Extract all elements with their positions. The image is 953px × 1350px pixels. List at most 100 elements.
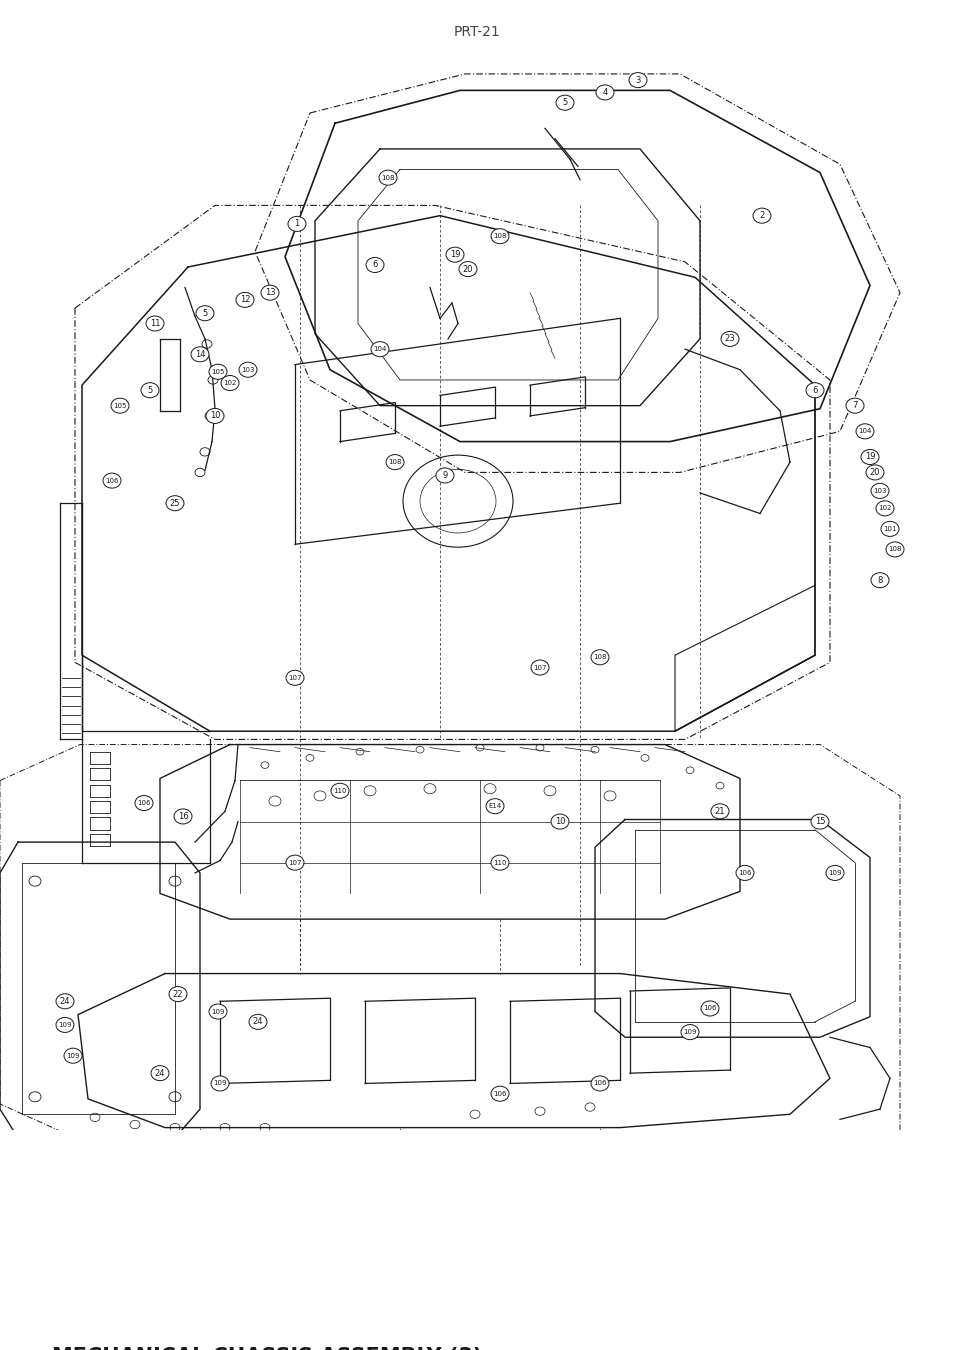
Circle shape bbox=[366, 258, 384, 273]
Text: 10: 10 bbox=[210, 412, 220, 420]
Circle shape bbox=[209, 364, 227, 379]
Circle shape bbox=[446, 247, 463, 262]
Circle shape bbox=[166, 495, 184, 510]
Circle shape bbox=[191, 347, 209, 362]
Circle shape bbox=[371, 342, 389, 356]
Text: 108: 108 bbox=[381, 174, 395, 181]
Text: 103: 103 bbox=[241, 367, 254, 373]
Circle shape bbox=[870, 483, 888, 498]
Circle shape bbox=[286, 670, 304, 686]
Text: 9: 9 bbox=[442, 471, 447, 481]
Circle shape bbox=[556, 95, 574, 111]
Text: 110: 110 bbox=[493, 860, 506, 865]
Text: 109: 109 bbox=[213, 1080, 227, 1087]
Circle shape bbox=[700, 1000, 719, 1017]
Circle shape bbox=[875, 501, 893, 516]
Text: 108: 108 bbox=[593, 655, 606, 660]
Text: 11: 11 bbox=[150, 319, 160, 328]
Text: 109: 109 bbox=[211, 1008, 225, 1015]
Text: 6: 6 bbox=[372, 261, 377, 270]
Circle shape bbox=[551, 814, 568, 829]
Circle shape bbox=[261, 285, 278, 300]
Text: 102: 102 bbox=[223, 381, 236, 386]
Text: 101: 101 bbox=[882, 526, 896, 532]
Circle shape bbox=[628, 73, 646, 88]
Text: 107: 107 bbox=[288, 675, 301, 680]
Circle shape bbox=[735, 865, 753, 880]
Circle shape bbox=[146, 316, 164, 331]
Text: 106: 106 bbox=[738, 869, 751, 876]
Text: 24: 24 bbox=[60, 996, 71, 1006]
Circle shape bbox=[436, 468, 454, 483]
Circle shape bbox=[206, 409, 224, 424]
Circle shape bbox=[531, 660, 548, 675]
Text: 104: 104 bbox=[858, 428, 871, 435]
Circle shape bbox=[209, 1004, 227, 1019]
Text: 5: 5 bbox=[147, 386, 152, 394]
Text: 2: 2 bbox=[759, 211, 763, 220]
Text: 106: 106 bbox=[593, 1080, 606, 1087]
Circle shape bbox=[491, 228, 509, 244]
Circle shape bbox=[845, 398, 863, 413]
Circle shape bbox=[173, 809, 192, 824]
Circle shape bbox=[865, 464, 883, 481]
Text: 4: 4 bbox=[601, 88, 607, 97]
Circle shape bbox=[885, 541, 903, 558]
Text: 108: 108 bbox=[493, 234, 506, 239]
Circle shape bbox=[485, 799, 503, 814]
Circle shape bbox=[458, 262, 476, 277]
Text: 3: 3 bbox=[635, 76, 640, 85]
Text: 20: 20 bbox=[869, 468, 880, 477]
Text: 106: 106 bbox=[137, 801, 151, 806]
Text: 19: 19 bbox=[863, 452, 874, 462]
Circle shape bbox=[720, 331, 739, 347]
Circle shape bbox=[491, 855, 509, 871]
Circle shape bbox=[590, 649, 608, 664]
Circle shape bbox=[386, 455, 403, 470]
Circle shape bbox=[752, 208, 770, 223]
Circle shape bbox=[195, 305, 213, 321]
Text: 14: 14 bbox=[194, 350, 205, 359]
Circle shape bbox=[56, 994, 74, 1008]
Text: 108: 108 bbox=[388, 459, 401, 466]
Text: 108: 108 bbox=[887, 547, 901, 552]
Circle shape bbox=[239, 362, 256, 377]
Circle shape bbox=[590, 1076, 608, 1091]
Text: 15: 15 bbox=[814, 817, 824, 826]
Circle shape bbox=[331, 783, 349, 798]
Text: 22: 22 bbox=[172, 990, 183, 999]
Circle shape bbox=[855, 424, 873, 439]
Circle shape bbox=[169, 987, 187, 1002]
Circle shape bbox=[288, 216, 306, 231]
Circle shape bbox=[861, 450, 878, 464]
Circle shape bbox=[235, 293, 253, 308]
Text: 106: 106 bbox=[105, 478, 118, 483]
Text: 19: 19 bbox=[449, 250, 459, 259]
Circle shape bbox=[710, 803, 728, 819]
Text: 24: 24 bbox=[154, 1069, 165, 1077]
Circle shape bbox=[135, 795, 152, 810]
Text: 8: 8 bbox=[877, 575, 882, 585]
Text: 107: 107 bbox=[533, 664, 546, 671]
Text: 13: 13 bbox=[264, 288, 275, 297]
Text: 20: 20 bbox=[462, 265, 473, 274]
Circle shape bbox=[880, 521, 898, 536]
Circle shape bbox=[805, 382, 823, 398]
Text: 5: 5 bbox=[561, 99, 567, 107]
Circle shape bbox=[810, 814, 828, 829]
Text: 109: 109 bbox=[66, 1053, 80, 1058]
Circle shape bbox=[141, 382, 159, 398]
Text: 24: 24 bbox=[253, 1018, 263, 1026]
Text: PRT-21: PRT-21 bbox=[453, 26, 500, 39]
Text: 110: 110 bbox=[333, 788, 346, 794]
Text: E14: E14 bbox=[488, 803, 501, 809]
Text: 104: 104 bbox=[373, 346, 386, 352]
Circle shape bbox=[151, 1065, 169, 1081]
Text: 107: 107 bbox=[288, 860, 301, 865]
Text: 21: 21 bbox=[714, 807, 724, 815]
Text: 12: 12 bbox=[239, 296, 250, 304]
Circle shape bbox=[64, 1048, 82, 1064]
Text: 23: 23 bbox=[724, 335, 735, 343]
Text: 106: 106 bbox=[493, 1091, 506, 1096]
Text: 103: 103 bbox=[872, 487, 886, 494]
